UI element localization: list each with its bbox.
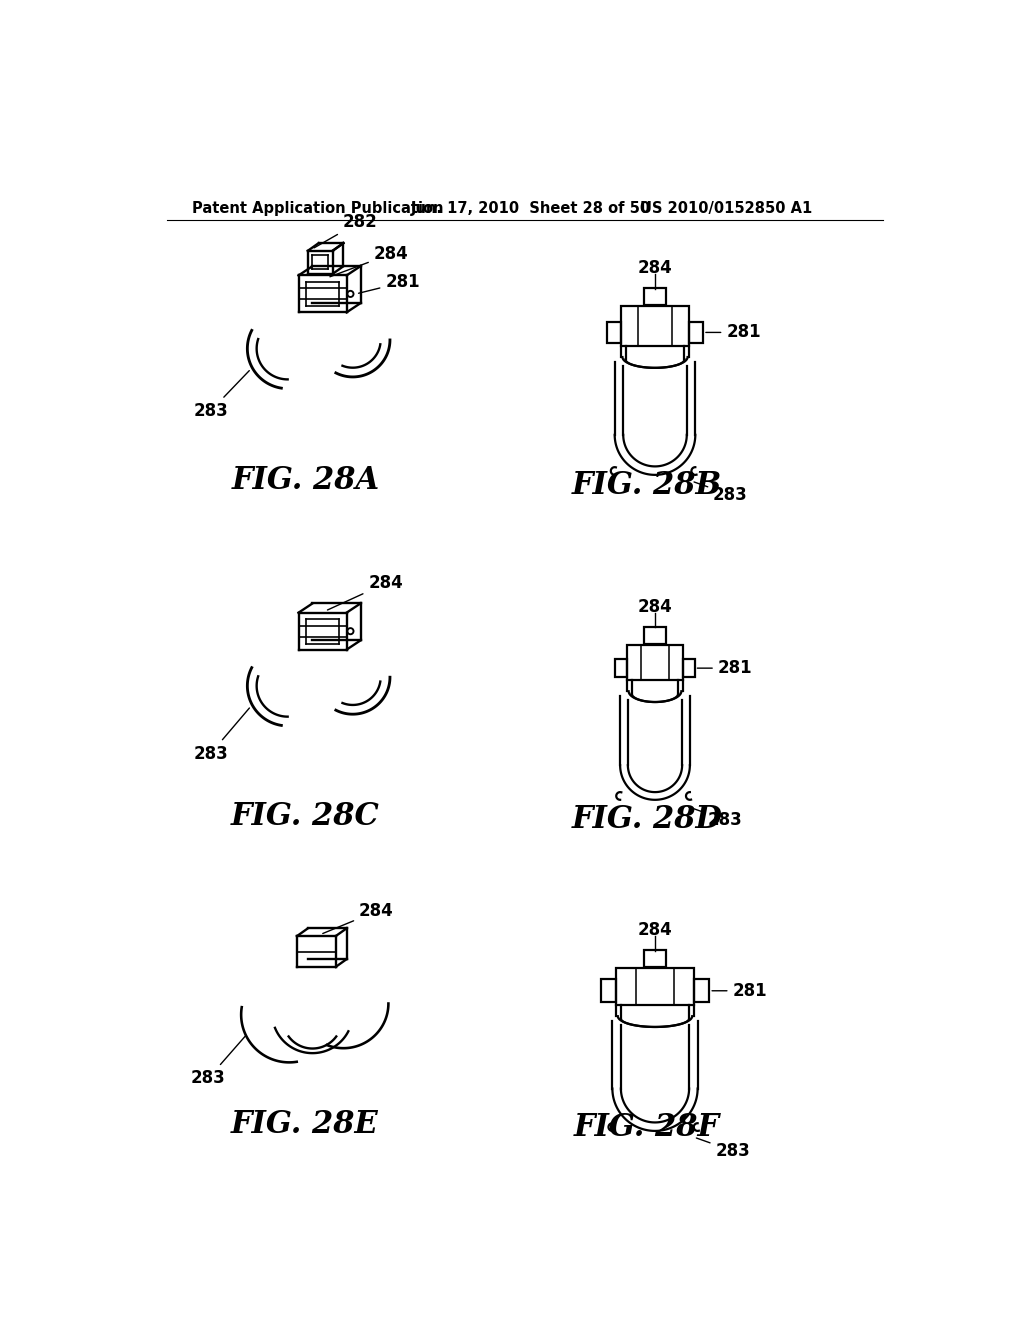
Text: 284: 284: [323, 903, 393, 933]
Text: 284: 284: [328, 574, 403, 610]
Text: 281: 281: [697, 659, 753, 677]
Text: 281: 281: [358, 273, 420, 293]
Text: 283: 283: [194, 708, 250, 763]
Bar: [616, 969, 693, 1006]
Text: US 2010/0152850 A1: US 2010/0152850 A1: [640, 201, 812, 216]
Bar: [689, 322, 703, 343]
Text: FIG. 28E: FIG. 28E: [230, 1109, 379, 1140]
Text: 283: 283: [696, 1138, 751, 1160]
Text: FIG. 28F: FIG. 28F: [574, 1111, 720, 1143]
Text: Jun. 17, 2010  Sheet 28 of 50: Jun. 17, 2010 Sheet 28 of 50: [411, 201, 651, 216]
Text: 283: 283: [688, 807, 742, 829]
Text: 283: 283: [694, 482, 748, 504]
Bar: [607, 322, 621, 343]
Bar: [601, 979, 616, 1002]
Bar: [693, 979, 710, 1002]
Text: 283: 283: [190, 1036, 246, 1088]
Text: Patent Application Publication: Patent Application Publication: [191, 201, 443, 216]
Bar: [621, 306, 689, 346]
Bar: [644, 627, 666, 644]
Text: 281: 281: [706, 323, 761, 342]
Text: FIG. 28C: FIG. 28C: [230, 801, 379, 832]
Bar: [644, 950, 666, 966]
Text: FIG. 28D: FIG. 28D: [571, 804, 723, 834]
Text: 281: 281: [712, 982, 767, 999]
Text: 284: 284: [638, 259, 673, 277]
Text: 282: 282: [314, 213, 378, 248]
Text: 284: 284: [330, 246, 409, 277]
Text: 284: 284: [638, 921, 673, 939]
Text: 284: 284: [638, 598, 673, 615]
Text: 283: 283: [194, 371, 249, 420]
Text: FIG. 28A: FIG. 28A: [232, 465, 380, 496]
Text: FIG. 28B: FIG. 28B: [572, 470, 722, 502]
Bar: [615, 659, 627, 677]
Bar: [683, 659, 694, 677]
Bar: [627, 645, 683, 681]
Bar: [644, 288, 666, 305]
